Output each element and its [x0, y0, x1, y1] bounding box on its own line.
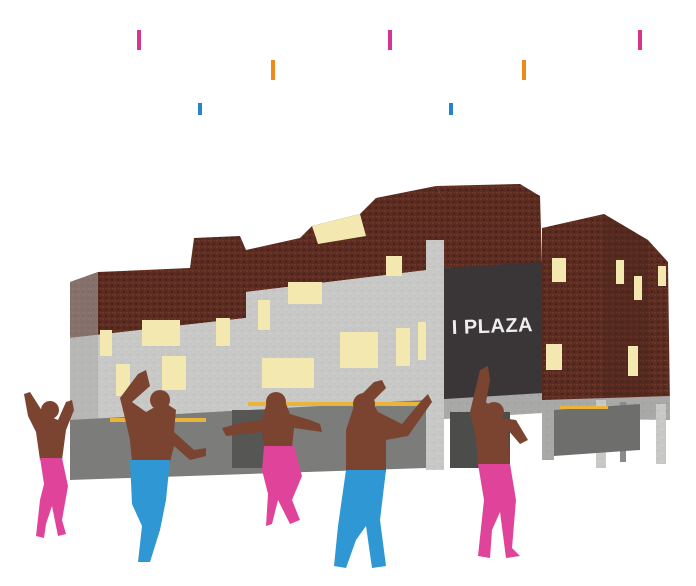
building-sign: I PLAZA: [451, 314, 533, 339]
tick-magenta: [638, 30, 642, 50]
tick-orange: [522, 60, 526, 80]
corner-tower-brick: [436, 184, 542, 268]
dancer-pink-1: [24, 392, 74, 538]
tick-magenta: [388, 30, 392, 50]
tick-orange: [271, 60, 275, 80]
tick-blue: [449, 103, 453, 115]
decorative-ticks: [137, 30, 642, 115]
tick-magenta: [137, 30, 141, 50]
tick-blue: [198, 103, 202, 115]
